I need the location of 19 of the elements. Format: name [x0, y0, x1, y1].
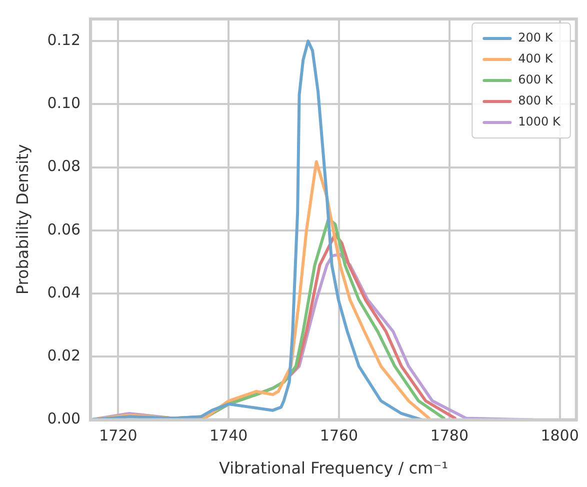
y-tick-label: 0.12 [47, 30, 81, 49]
y-tick-label: 0.02 [47, 346, 81, 365]
legend-label: 200 K [518, 30, 554, 45]
x-tick-label: 1760 [320, 426, 358, 445]
y-tick-label: 0.08 [47, 157, 81, 176]
x-axis-title: Vibrational Frequency / cm⁻¹ [218, 458, 448, 478]
y-tick-label: 0.06 [47, 220, 81, 238]
y-tick-label: 0.00 [47, 410, 81, 428]
y-tick-label: 0.04 [47, 283, 81, 302]
x-tick-label: 1740 [210, 426, 248, 445]
legend-label: 1000 K [518, 114, 562, 129]
x-tick-label: 1720 [99, 426, 138, 445]
legend-label: 400 K [518, 52, 554, 66]
legend-label: 800 K [518, 94, 554, 108]
y-axis-title: Probability Density [12, 144, 32, 295]
x-tick-label: 1780 [430, 426, 468, 445]
legend-label: 600 K [518, 72, 554, 87]
x-tick-label: 1800 [540, 426, 579, 445]
y-tick-label: 0.10 [47, 94, 81, 112]
